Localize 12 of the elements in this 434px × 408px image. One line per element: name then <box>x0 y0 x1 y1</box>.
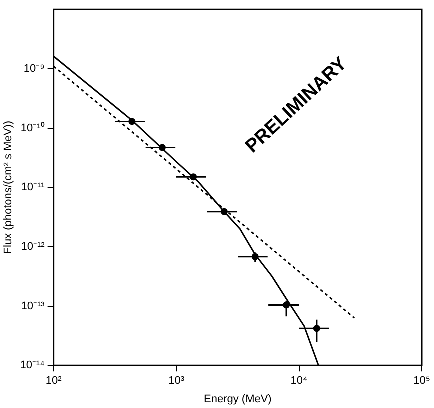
y-tick-label: 10⁻¹¹ <box>21 182 46 194</box>
x-tick-label: 10³ <box>168 375 185 388</box>
y-tick-label: 10⁻¹² <box>21 240 46 253</box>
y-tick-label: 10⁻¹⁴ <box>20 360 46 372</box>
y-tick-label: 10⁻⁹ <box>24 62 45 75</box>
y-tick-label: 10⁻¹⁰ <box>20 121 45 134</box>
y-axis-title: Flux (photons/(cm² s MeV)) <box>2 120 15 254</box>
x-tick-label: 10⁵ <box>414 375 430 388</box>
x-tick-label: 10⁴ <box>290 375 308 388</box>
y-tick-label: 10⁻¹³ <box>21 300 46 312</box>
x-tick-label: 10² <box>46 375 62 388</box>
x-axis-title: Energy (MeV) <box>204 393 272 406</box>
